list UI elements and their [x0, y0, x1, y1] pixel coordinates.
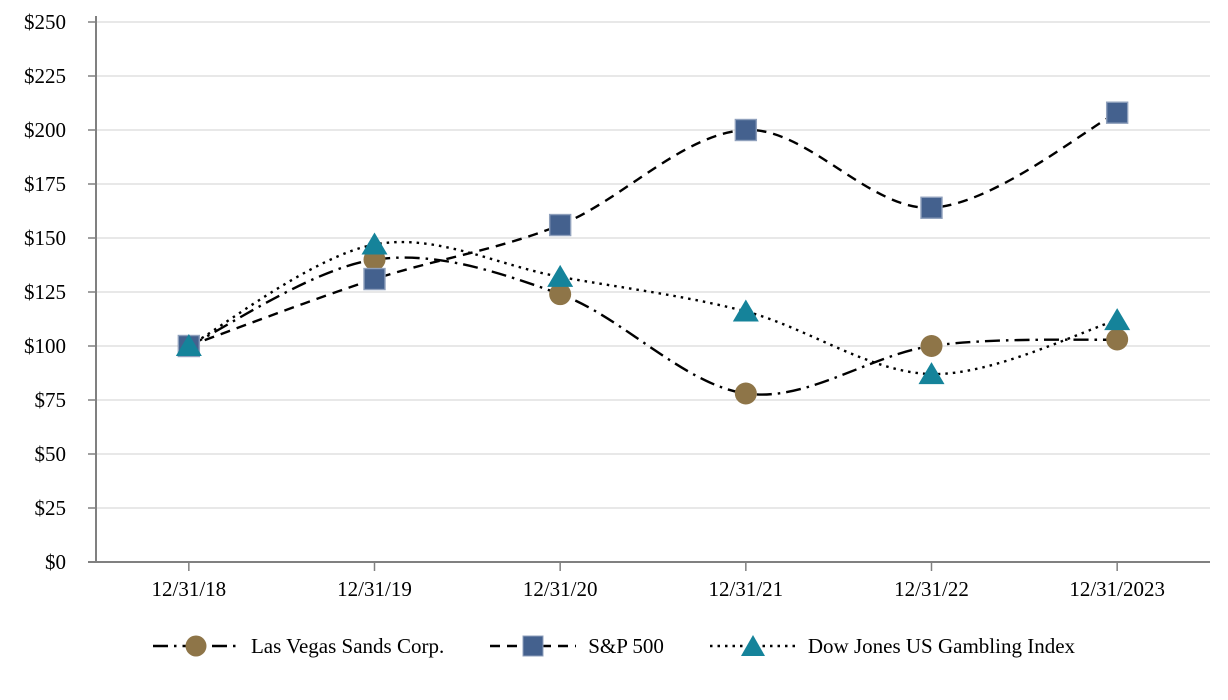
- x-tick-label: 12/31/20: [523, 577, 598, 601]
- legend-item-dow-jones-us-gambling-index: Dow Jones US Gambling Index: [709, 632, 1076, 660]
- y-tick-label: $25: [35, 496, 67, 520]
- y-tick-label: $250: [24, 10, 66, 34]
- legend-label: Las Vegas Sands Corp.: [250, 633, 445, 658]
- chart-plot-area: $0 $25 $50 $75 $100 $125 $150 $175 $200 $225 $250 1…: [24, 10, 1210, 601]
- marker-triangle-dow-jones-us-gambling-index: [361, 232, 388, 255]
- y-tick-label: $150: [24, 226, 66, 250]
- marker-circle-las-vegas-sands-corp: [734, 382, 757, 405]
- legend-marker-square-icon: [522, 635, 544, 657]
- marker-square-s-p-500: [1105, 101, 1129, 124]
- marker-triangle-dow-jones-us-gambling-index: [547, 264, 574, 287]
- x-tick-label: 12/31/22: [894, 577, 969, 601]
- y-tick-label: $175: [24, 172, 66, 196]
- marker-triangle-dow-jones-us-gambling-index: [918, 362, 945, 385]
- x-tick-label: 12/31/19: [337, 577, 412, 601]
- y-tick-label: $225: [24, 64, 66, 88]
- y-tick-label: $200: [24, 118, 66, 142]
- x-tick-label: 12/31/2023: [1069, 577, 1165, 601]
- marker-triangle-dow-jones-us-gambling-index: [732, 299, 759, 322]
- legend-marker-circle-icon: [185, 635, 207, 657]
- series-line-s-p-500: [188, 111, 1118, 348]
- y-tick-label: $50: [35, 442, 67, 466]
- y-tick-label: $100: [24, 334, 66, 358]
- legend-label: S&P 500: [588, 633, 664, 658]
- marker-triangle-dow-jones-us-gambling-index: [1104, 308, 1131, 331]
- marker-circle-las-vegas-sands-corp: [1106, 328, 1129, 351]
- marker-square-s-p-500: [734, 118, 758, 142]
- legend-item-s-p-500: S&P 500: [490, 632, 664, 660]
- chart-legend: Las Vegas Sands Corp. S&P 500 Dow Jones US…: [0, 632, 1228, 660]
- x-tick-label: 12/31/18: [151, 577, 226, 601]
- legend-sample-circle-icon: [152, 635, 239, 657]
- marker-circle-las-vegas-sands-corp: [549, 283, 572, 306]
- legend-label: Dow Jones US Gambling Index: [807, 633, 1076, 658]
- y-tick-label: $125: [24, 280, 66, 304]
- marker-triangle-dow-jones-us-gambling-index: [175, 334, 202, 356]
- marker-square-s-p-500: [548, 213, 572, 237]
- legend-sample-square-icon: [490, 635, 577, 657]
- marker-square-s-p-500: [920, 196, 943, 219]
- y-tick-label: $75: [35, 388, 67, 412]
- marker-circle-las-vegas-sands-corp: [920, 335, 943, 357]
- series-line-las-vegas-sands-corp: [188, 256, 1118, 396]
- y-tick-label: $0: [45, 550, 66, 574]
- legend-marker-triangle-icon: [740, 635, 765, 656]
- legend-item-las-vegas-sands-corp: Las Vegas Sands Corp.: [152, 632, 445, 660]
- x-tick-label: 12/31/21: [708, 577, 783, 601]
- marker-square-s-p-500: [363, 267, 386, 291]
- series-line-dow-jones-us-gambling-index: [188, 240, 1118, 376]
- legend-sample-triangle-icon: [709, 635, 796, 656]
